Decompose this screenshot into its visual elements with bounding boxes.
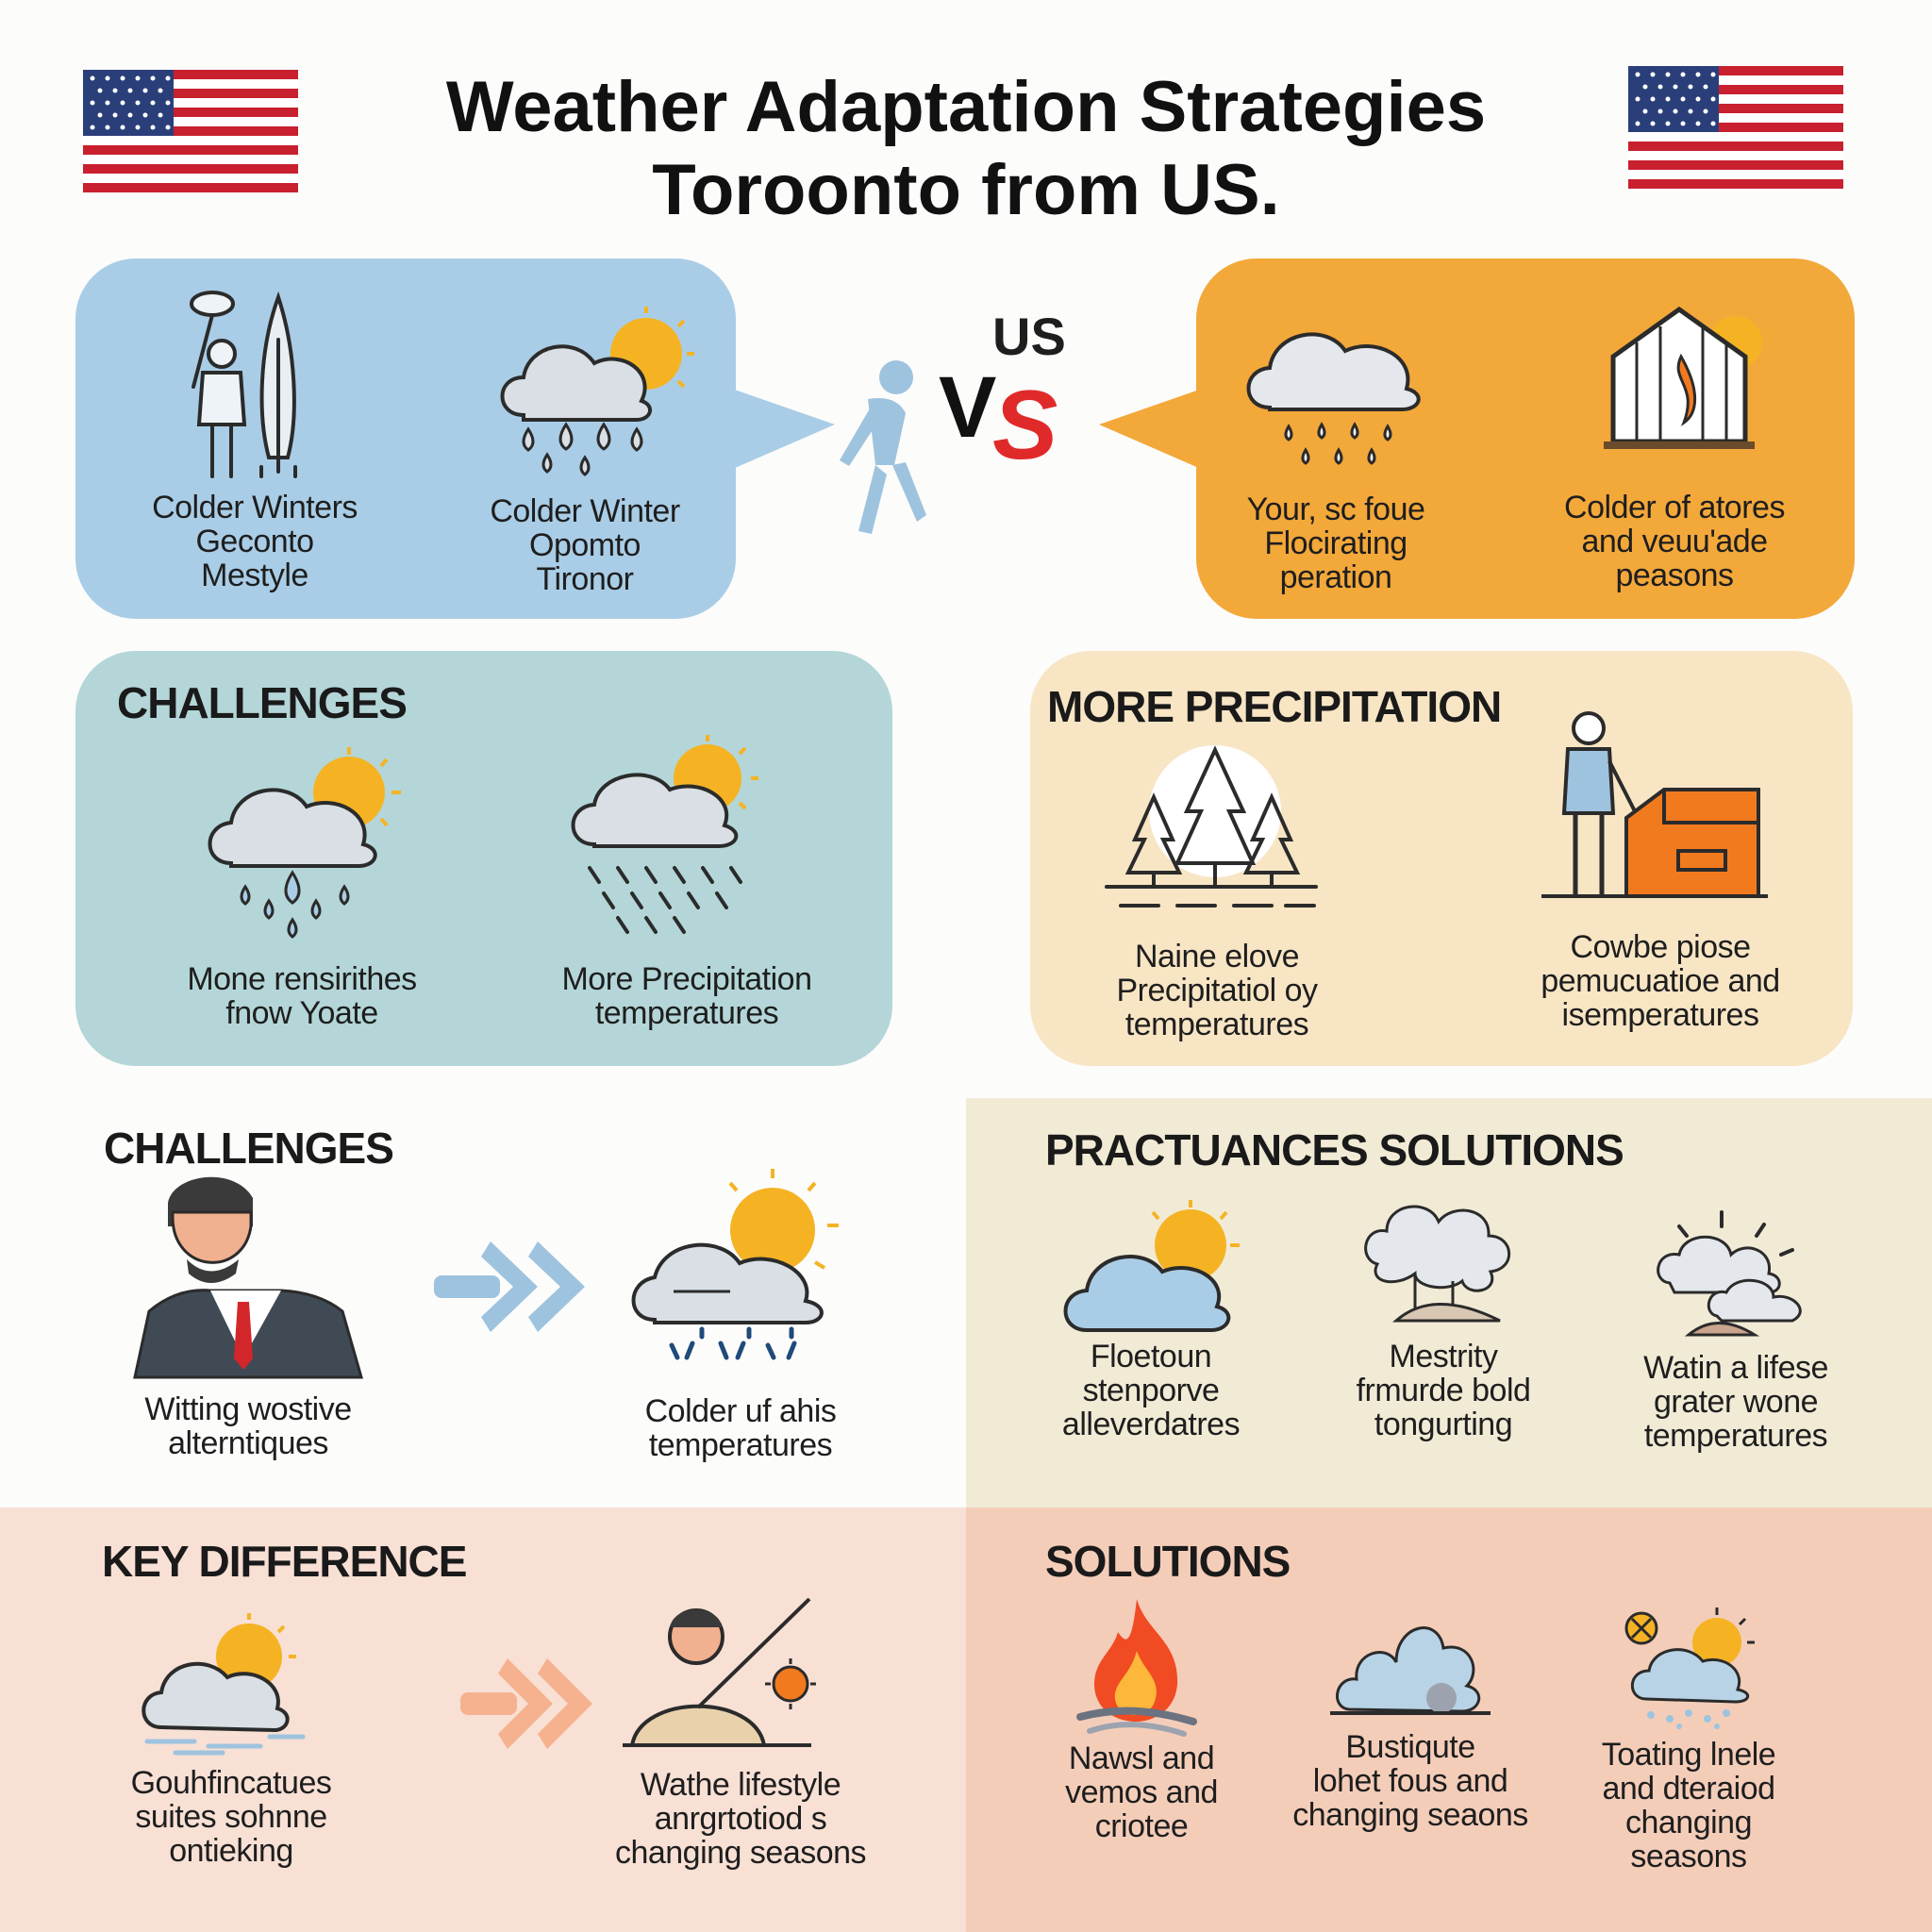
practuances-item-3-label: Watin a lifese grater wone temperatures [1643, 1350, 1828, 1454]
businessman-icon [130, 1170, 366, 1379]
practuances-heading: PRACTUANCES SOLUTIONS [1045, 1125, 1624, 1174]
key-difference-item-1-label: Gouhfincatues suites sohnne ontieking [130, 1765, 332, 1869]
blue-item-2-label: Colder Winter Opomto Tironor [490, 493, 680, 597]
challenges-panel-heading: CHALLENGES [117, 678, 408, 727]
title-line-1: Weather Adaptation Strategies [445, 67, 1487, 147]
speech-pointer [726, 387, 835, 472]
arrow-right-icon [460, 1658, 602, 1749]
vs-us-label: US [992, 307, 1066, 366]
vs-s-label: S [992, 371, 1058, 480]
solutions-heading: SOLUTIONS [1045, 1537, 1291, 1586]
challenges-section-item-1-label: Witting wostive alterntiques [144, 1391, 352, 1461]
person-box-icon [1541, 709, 1768, 903]
fire-icon [1075, 1594, 1198, 1737]
vs-v-label: V [939, 359, 997, 456]
challenges-panel [75, 651, 892, 1066]
title-line-2: Toroonto from US. [652, 150, 1280, 230]
us-weather-panel [75, 258, 736, 619]
page-title: Weather Adaptation Strategies Toroonto f… [340, 66, 1592, 232]
cloud-pile-icon [1330, 1596, 1491, 1719]
challenges-item-2-label: More Precipitation temperatures [561, 961, 812, 1031]
solutions-item-3-label: Toating lnele and dteraiod changing seas… [1601, 1737, 1776, 1874]
precipitation-item-1-label: Naine elove Precipitatiol oy temperature… [1116, 939, 1318, 1042]
runner-icon [830, 357, 934, 536]
cloud-sun-rain-icon [203, 745, 406, 958]
speech-pointer [1099, 387, 1208, 472]
person-umbrella-icon [175, 283, 316, 481]
practuances-item-2-label: Mestrity frmurde bold tongurting [1356, 1339, 1531, 1442]
clouds-sun-rays-icon [1651, 1208, 1821, 1340]
key-difference-heading: KEY DIFFERENCE [102, 1537, 467, 1586]
cloud-sun-icon [1058, 1198, 1247, 1340]
precipitation-panel-heading: MORE PRECIPITATION [1047, 682, 1502, 731]
arrow-right-icon [434, 1241, 592, 1332]
us-flag-icon [83, 70, 298, 192]
key-difference-item-2-label: Wathe lifestyle anrgrtotiod s changing s… [614, 1767, 867, 1871]
orange-item-1-label: Your, sc foue Flocirating peration [1246, 491, 1425, 595]
orange-item-2-label: Colder of atores and veuu'ade peasons [1564, 490, 1785, 593]
cloud-sun-rain-icon [626, 1164, 862, 1376]
cloud-rain-sun-icon [491, 302, 698, 481]
challenges-section-heading: CHALLENGES [104, 1124, 394, 1173]
solutions-item-1-label: Nawsl and vemos and criotee [1065, 1740, 1218, 1844]
cloud-rain-icon [1241, 304, 1430, 483]
cloud-sun-drizzle-icon [566, 731, 769, 939]
blue-item-1-label: Colder Winters Geconto Mestyle [152, 490, 358, 593]
cloud-sun-snow-icon [1613, 1600, 1764, 1732]
pine-trees-icon [1102, 745, 1321, 920]
cloud-sun-wind-icon [138, 1609, 308, 1756]
challenges-section-item-2-label: Colder uf ahis temperatures [644, 1393, 837, 1463]
tree-clouds-icon [1358, 1198, 1519, 1330]
challenges-item-1-label: Mone rensirithes fnow Yoate [187, 961, 417, 1031]
practuances-item-1-label: Floetoun stenporve alleverdatres [1061, 1339, 1241, 1442]
house-fire-icon [1594, 300, 1783, 460]
precipitation-item-2-label: Cowbe piose pemucuatioe and isemperature… [1541, 929, 1780, 1033]
solutions-item-2-label: Bustiqute lohet fous and changing seaons [1292, 1729, 1528, 1833]
person-sun-icon [623, 1594, 830, 1747]
us-flag-icon [1628, 66, 1843, 189]
